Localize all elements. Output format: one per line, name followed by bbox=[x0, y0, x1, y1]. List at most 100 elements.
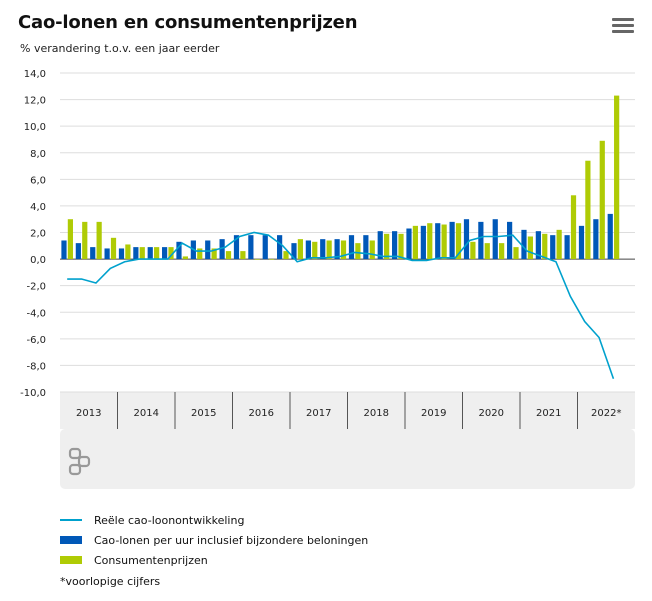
y-tick-label: 2,0 bbox=[30, 229, 46, 240]
legend-box-swatch bbox=[60, 536, 82, 544]
bar-cao-lonen bbox=[104, 248, 110, 260]
bar-consumentenprijzen bbox=[269, 259, 275, 260]
bar-cao-lonen bbox=[363, 235, 369, 260]
bar-cao-lonen bbox=[147, 247, 153, 260]
bar-consumentenprijzen bbox=[340, 240, 347, 260]
bar-cao-lonen bbox=[305, 240, 311, 260]
bar-cao-lonen bbox=[550, 235, 556, 260]
x-year-label: 2022* bbox=[591, 408, 621, 419]
year-dividers bbox=[117, 392, 578, 429]
bar-consumentenprijzen bbox=[154, 247, 160, 260]
bar-consumentenprijzen bbox=[384, 233, 390, 260]
bar-cao-lonen bbox=[118, 248, 125, 260]
bar-consumentenprijzen bbox=[312, 241, 318, 260]
y-tick-label: 4,0 bbox=[30, 202, 46, 213]
bar-consumentenprijzen bbox=[182, 256, 188, 260]
legend-item-real-wages[interactable]: Reële cao-loonontwikkeling bbox=[60, 510, 368, 530]
y-tick-label: -4,0 bbox=[26, 308, 46, 319]
bar-cao-lonen bbox=[492, 219, 498, 260]
y-axis-labels: 14,0 12,0 10,0 8,0 6,0 4,0 2,0 0,0 -2,0 -4,0 -6,0 -… bbox=[20, 69, 46, 399]
bar-consumentenprijzen bbox=[556, 229, 562, 260]
year-labels: 2013 2014 2015 2016 2017 2018 2019 2020 2021 2022… bbox=[76, 408, 621, 419]
bar-consumentenprijzen bbox=[441, 224, 447, 260]
bar-consumentenprijzen bbox=[197, 248, 203, 260]
bar-consumentenprijzen bbox=[455, 223, 462, 260]
bar-cao-lonen bbox=[233, 235, 240, 260]
bar-consumentenprijzen bbox=[139, 247, 145, 260]
bar-cao-lonen bbox=[90, 247, 96, 260]
bar-cao-lonen bbox=[420, 225, 426, 260]
bar-consumentenprijzen bbox=[96, 221, 102, 260]
x-year-label: 2016 bbox=[249, 408, 274, 419]
bar-cao-lonen bbox=[463, 219, 470, 260]
hamburger-menu-icon[interactable] bbox=[612, 18, 634, 36]
y-tick-label: -10,0 bbox=[20, 388, 46, 399]
y-tick-label: 0,0 bbox=[30, 255, 46, 266]
bar-cao-lonen bbox=[248, 235, 254, 260]
bar-cao-lonen bbox=[277, 235, 283, 260]
bar-cao-lonen bbox=[406, 228, 412, 260]
bar-cao-lonen bbox=[607, 213, 613, 260]
y-tick-label: 12,0 bbox=[24, 96, 46, 107]
bar-consumentenprijzen bbox=[542, 233, 548, 260]
legend-item-consumer-prices[interactable]: Consumentenprijzen bbox=[60, 550, 368, 570]
chart-svg: 14,0 12,0 10,0 8,0 6,0 4,0 2,0 0,0 -2,0 -4,0 -6,0 -… bbox=[20, 69, 635, 489]
y-tick-label: 6,0 bbox=[30, 175, 46, 186]
bar-consumentenprijzen bbox=[484, 243, 490, 260]
bar-cao-lonen bbox=[578, 225, 585, 260]
bar-consumentenprijzen bbox=[427, 223, 433, 260]
bar-consumentenprijzen bbox=[470, 241, 476, 260]
bar-consumentenprijzen bbox=[369, 240, 375, 260]
bar-consumentenprijzen bbox=[398, 233, 404, 260]
bar-consumentenprijzen bbox=[585, 160, 591, 260]
y-tick-label: -8,0 bbox=[26, 361, 46, 372]
bar-cao-lonen bbox=[176, 241, 182, 260]
bar-consumentenprijzen bbox=[254, 259, 260, 260]
bar-consumentenprijzen bbox=[326, 240, 332, 260]
legend-label: Consumentenprijzen bbox=[94, 553, 208, 567]
bar-consumentenprijzen bbox=[110, 237, 117, 260]
bar-cao-lonen bbox=[449, 221, 455, 260]
legend-box-swatch bbox=[60, 556, 82, 564]
bar-consumentenprijzen bbox=[283, 251, 289, 260]
bar-cao-lonen bbox=[521, 229, 527, 260]
bar-cao-lonen bbox=[334, 239, 340, 260]
cbs-logo bbox=[68, 447, 91, 476]
bar-cao-lonen bbox=[262, 235, 268, 260]
gridlines bbox=[60, 72, 635, 393]
bar-consumentenprijzen bbox=[355, 243, 361, 260]
x-year-label: 2018 bbox=[364, 408, 389, 419]
bars bbox=[61, 95, 620, 260]
bar-cao-lonen bbox=[75, 243, 81, 260]
bar-cao-lonen bbox=[535, 231, 541, 260]
bar-consumentenprijzen bbox=[297, 239, 303, 260]
chart-subtitle: % verandering t.o.v. een jaar eerder bbox=[20, 42, 220, 55]
y-tick-label: -2,0 bbox=[26, 282, 46, 293]
bar-consumentenprijzen bbox=[211, 248, 217, 260]
bar-consumentenprijzen bbox=[125, 244, 131, 260]
bar-cao-lonen bbox=[205, 240, 211, 260]
bar-cao-lonen bbox=[564, 235, 570, 260]
line-series bbox=[67, 231, 615, 379]
bar-cao-lonen bbox=[291, 243, 297, 260]
bar-consumentenprijzen bbox=[67, 219, 73, 260]
x-year-label: 2015 bbox=[191, 408, 216, 419]
bar-cao-lonen bbox=[133, 247, 139, 260]
bar-cao-lonen bbox=[377, 231, 383, 260]
footnote: *voorlopige cijfers bbox=[60, 575, 161, 588]
bar-consumentenprijzen bbox=[82, 221, 88, 260]
bar-cao-lonen bbox=[435, 223, 441, 260]
line-reele-cao-loonontwikkeling bbox=[67, 231, 615, 379]
x-year-label: 2017 bbox=[306, 408, 331, 419]
logo-band bbox=[60, 429, 635, 489]
bar-consumentenprijzen bbox=[225, 251, 232, 260]
y-tick-label: 10,0 bbox=[24, 122, 46, 133]
bar-consumentenprijzen bbox=[168, 247, 174, 260]
legend-item-cao-wages[interactable]: Cao-lonen per uur inclusief bijzondere b… bbox=[60, 530, 368, 550]
bar-consumentenprijzen bbox=[527, 236, 533, 260]
x-year-label: 2013 bbox=[76, 408, 101, 419]
bar-cao-lonen bbox=[162, 247, 168, 260]
bar-consumentenprijzen bbox=[614, 95, 620, 260]
x-year-label: 2014 bbox=[134, 408, 159, 419]
bar-cao-lonen bbox=[478, 221, 484, 260]
